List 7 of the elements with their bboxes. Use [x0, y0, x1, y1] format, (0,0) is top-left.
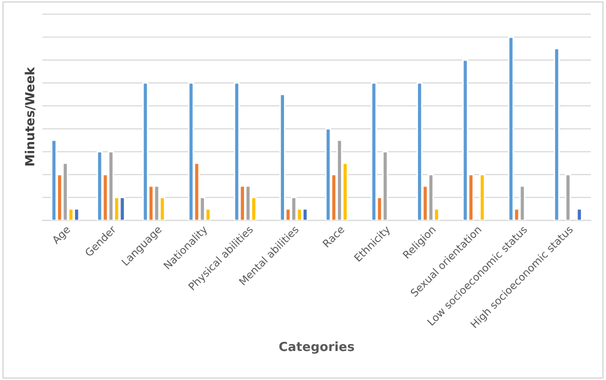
x-tick-label: Age [51, 225, 72, 246]
bar [479, 174, 486, 220]
bar [554, 48, 560, 220]
x-axis-title: Categories [279, 342, 354, 354]
y-axis-title: Minutes/Week [24, 66, 36, 166]
bar [576, 208, 582, 220]
bar [565, 174, 571, 220]
